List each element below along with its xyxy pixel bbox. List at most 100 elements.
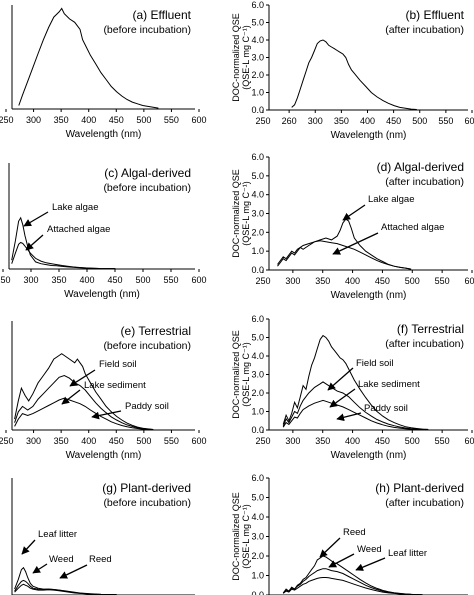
y-tick-label: 4.0 [251,190,264,200]
y-tick-label: 0.0 [251,590,264,595]
x-tick-label: 400 [345,436,360,446]
y-tick-label: 2.0 [251,227,264,237]
annotation-arrow [319,537,341,558]
series-line-3 [14,583,117,595]
panel-subtitle: (after incubation) [385,497,464,509]
series-line-2 [282,381,429,431]
series-line-2 [14,374,154,430]
y-tick-label: 4.0 [251,512,264,522]
x-tick-label: 600 [191,275,206,285]
y-tick-label: 0.0 [251,265,264,275]
panel-subtitle: (before incubation) [103,24,191,36]
annotation-label: Paddy soil [125,401,169,412]
y-tick-label: 4.0 [251,35,264,45]
annotation-label: Attached algae [381,222,444,233]
x-axis-label: Wavelength (nm) [331,290,407,301]
panel-subtitle: (before incubation) [103,497,191,509]
x-tick-label: 600 [191,436,206,446]
annotation-label: Paddy soil [364,403,408,414]
y-axis-unit-label: (QSE-L mg C⁻¹) [241,342,251,406]
panel-title: (b) Effluent [406,8,465,22]
x-tick-label: 400 [79,275,94,285]
annotation-arrow [23,211,49,227]
series-line-2 [11,241,116,270]
x-tick-label: 600 [191,115,206,125]
series-line-2 [282,568,423,595]
annotation-arrow [327,367,354,391]
y-axis-label: DOC-normalized QSE [231,169,241,258]
y-axis-unit-label: (QSE-L mg C⁻¹) [241,504,251,568]
x-tick-label: 500 [136,115,151,125]
y-tick-label: 5.0 [251,18,264,28]
annotation-arrow [59,564,88,579]
series-line-1 [14,566,117,595]
annotation-label: Reed [89,554,112,565]
x-tick-label: 450 [375,276,390,286]
x-tick-label: 250 [255,436,270,446]
annotation-arrow [69,369,96,387]
y-axis-label: DOC-normalized QSE [231,492,241,581]
x-tick-label: 550 [435,276,450,286]
chart-panel-5: 250 300 350 400 450 500 550 600 Wavelength (nm) (… [0,321,207,461]
annotation-arrow [328,553,355,568]
x-tick-label: 600 [464,276,474,286]
x-tick-label: 300 [285,276,300,286]
x-tick-label: 550 [438,116,453,126]
annotation-arrow [32,563,48,574]
series-line-2 [277,240,412,270]
annotation-label: Leaf litter [388,548,427,559]
annotation-label: Field soil [99,359,137,370]
x-tick-label: 500 [405,276,420,286]
panel-subtitle: (before incubation) [103,182,191,194]
y-tick-label: 2.0 [251,551,264,561]
x-tick-label: 250 [255,116,270,126]
panel-title: (a) Effluent [133,8,192,22]
x-tick-label: 300 [26,436,41,446]
series-line-1 [291,39,417,110]
y-tick-label: 5.0 [251,171,264,181]
x-axis-label: Wavelength (nm) [66,450,142,461]
x-tick-label: 250 [0,436,14,446]
annotation-arrow [342,204,366,221]
series-line-1 [14,353,154,430]
annotation-arrow [61,389,81,405]
panel-subtitle: (after incubation) [385,24,464,36]
annotation-label: Lake sediment [84,380,146,391]
panel-title: (c) Algal-derived [104,166,191,180]
x-tick-label: 250 [0,115,14,125]
chart-panel-3: 250 300 350 400 450 500 550 600 Wavelength (nm) (… [0,163,207,300]
x-tick-label: 350 [315,276,330,286]
series-line-3 [282,399,429,431]
y-tick-label: 6.0 [251,314,264,324]
chart-panel-6: 250 300 350 400 450 500 550 600 0.0 1.0 2.0 3.0 4.0 5… [231,314,474,461]
x-tick-label: 300 [285,436,300,446]
y-tick-label: 3.0 [251,53,264,63]
y-axis-unit-label: (QSE-L mg C⁻¹) [241,181,251,245]
series-line-3 [14,397,154,431]
x-tick-label: 500 [412,116,427,126]
x-tick-label: 500 [135,275,150,285]
y-axis-label: DOC-normalized QSE [231,330,241,419]
x-tick-label: 260 [282,116,297,126]
x-tick-label: 500 [405,436,420,446]
x-tick-label: 450 [109,436,124,446]
annotation-label: Lake algae [368,194,414,205]
x-tick-label: 450 [107,275,122,285]
x-tick-label: 450 [375,436,390,446]
x-tick-label: 550 [164,436,179,446]
x-tick-label: 300 [23,275,38,285]
y-tick-label: 3.0 [251,370,264,380]
x-tick-label: 450 [386,116,401,126]
x-tick-label: 300 [26,115,41,125]
x-tick-label: 550 [435,436,450,446]
x-tick-label: 300 [308,116,323,126]
y-tick-label: 3.0 [251,209,264,219]
x-tick-label: 250 [0,275,11,285]
annotation-arrow [355,557,386,571]
panel-title: (g) Plant-derived [102,481,191,495]
annotation-arrow [91,410,122,420]
x-tick-label: 400 [81,115,96,125]
chart-panel-4: 250 300 350 400 450 500 550 600 0.0 1.0 2.0 3.0 4.0 5… [231,152,474,301]
y-tick-label: 6.0 [251,0,264,10]
